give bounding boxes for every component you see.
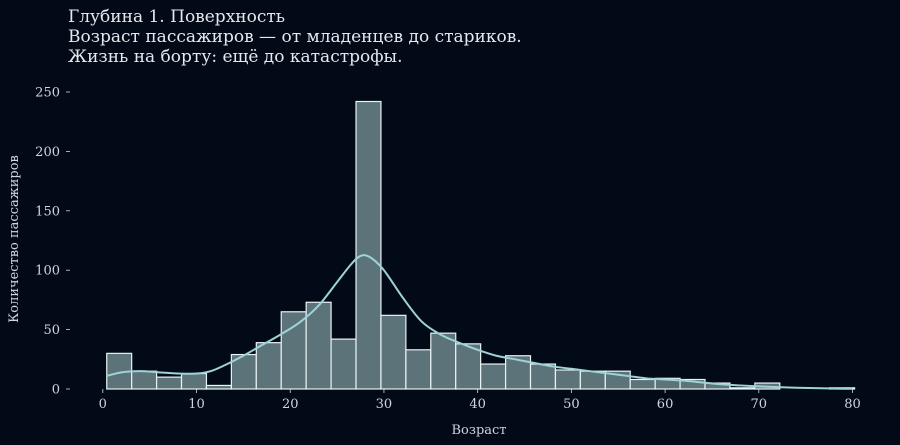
x-tick-label: 50 bbox=[563, 397, 580, 412]
histogram-bar bbox=[480, 363, 507, 390]
histogram-bar bbox=[405, 349, 432, 390]
histogram-bar bbox=[629, 378, 656, 390]
histogram-bar bbox=[180, 372, 208, 390]
histogram-bar bbox=[729, 387, 756, 390]
y-tick-label: 250 bbox=[35, 86, 60, 101]
y-tick-label: 50 bbox=[43, 323, 60, 338]
title-line-1: Глубина 1. Поверхность bbox=[68, 7, 286, 27]
x-tick-label: 0 bbox=[99, 397, 107, 412]
y-tick-label: 150 bbox=[35, 204, 60, 219]
title-line-3: Жизнь на борту: ещё до катастрофы. bbox=[68, 47, 403, 67]
histogram-bar bbox=[205, 384, 232, 390]
y-axis: 0 50 100 150 200 250 bbox=[35, 86, 70, 398]
x-axis-label: Возраст bbox=[451, 423, 506, 438]
histogram-bar bbox=[554, 369, 581, 390]
y-axis-label: Количество пассажиров bbox=[7, 155, 22, 323]
x-tick-label: 20 bbox=[282, 397, 299, 412]
histogram-bar bbox=[255, 342, 282, 390]
histogram-bar bbox=[155, 376, 183, 390]
histogram-bar bbox=[355, 100, 382, 390]
kde-curve bbox=[106, 254, 853, 390]
y-tick-label: 200 bbox=[35, 145, 60, 160]
y-tick-label: 0 bbox=[52, 383, 60, 398]
y-tick-label: 100 bbox=[35, 264, 60, 279]
histogram-bar bbox=[131, 370, 158, 390]
histogram-bar bbox=[430, 332, 457, 390]
histogram-bar bbox=[106, 352, 133, 390]
histogram-bar bbox=[280, 311, 307, 390]
x-tick-label: 70 bbox=[751, 397, 768, 412]
x-tick-label: 30 bbox=[376, 397, 393, 412]
x-tick-label: 40 bbox=[469, 397, 486, 412]
x-axis: 0 10 20 30 40 50 60 70 80 bbox=[99, 389, 861, 412]
x-tick-label: 80 bbox=[844, 397, 861, 412]
x-tick-label: 60 bbox=[657, 397, 674, 412]
chart-title: Глубина 1. Поверхность Возраст пассажиро… bbox=[68, 7, 522, 67]
title-line-2: Возраст пассажиров — от младенцев до ста… bbox=[68, 27, 522, 47]
histogram-bar bbox=[330, 338, 357, 390]
histogram-bar bbox=[529, 363, 557, 390]
histogram-bar bbox=[380, 314, 407, 390]
x-tick-label: 10 bbox=[188, 397, 205, 412]
histogram-bars bbox=[106, 100, 856, 390]
histogram-bar bbox=[455, 343, 482, 390]
histogram-bar bbox=[579, 370, 606, 390]
histogram-bar bbox=[305, 301, 332, 390]
